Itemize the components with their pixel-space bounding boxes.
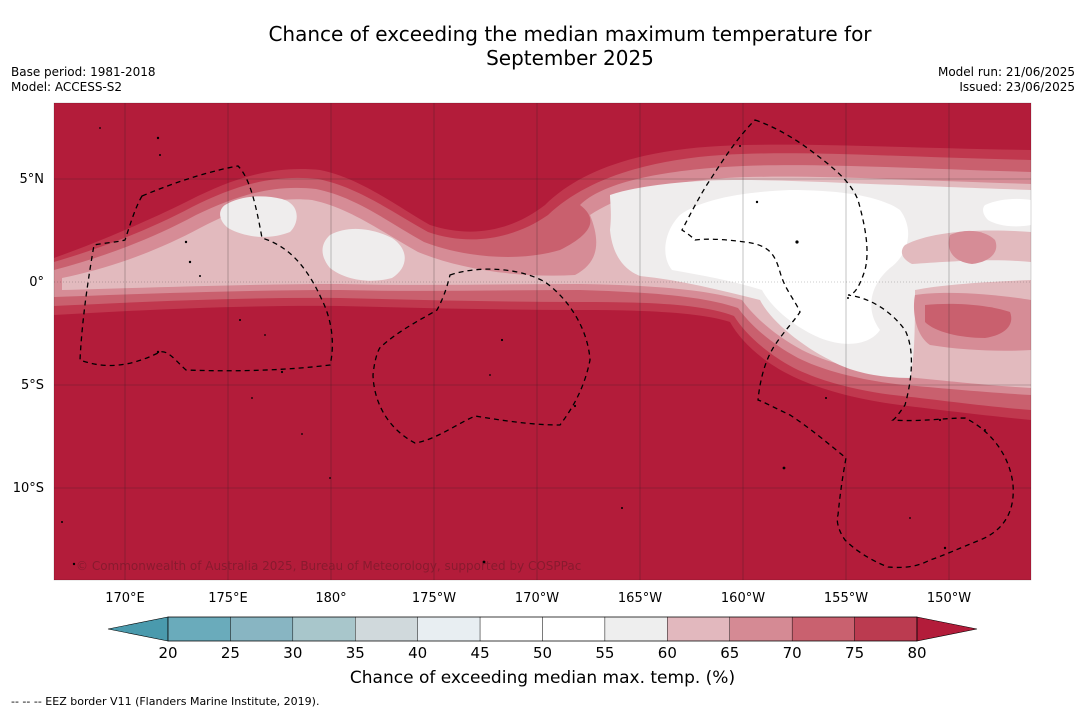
band-50-55	[665, 190, 1031, 344]
lat-label-5n: 5°N	[20, 172, 45, 187]
probability-field: © Commonwealth of Australia 2025, Bureau…	[54, 103, 1031, 580]
colorbar-cell	[292, 616, 356, 642]
graticule	[54, 103, 1031, 580]
meta-right: Model run: 21/06/2025 Issued: 23/06/2025	[938, 65, 1075, 95]
colorbar-tick-label: 55	[595, 644, 614, 662]
colorbar-tick-label: 35	[346, 644, 365, 662]
colorbar-tick-label: 50	[533, 644, 552, 662]
lat-label-0: 0°	[29, 275, 44, 290]
lon-label-155w: 155°W	[824, 591, 868, 606]
islands	[61, 127, 986, 566]
lat-label-10s: 10°S	[13, 481, 44, 496]
longitude-labels: 170°E 175°E 180° 175°W 170°W 165°W 160°W…	[105, 591, 971, 606]
latitude-labels: 5°N 0° 5°S 10°S	[13, 172, 44, 496]
colorbar-tick-label: 80	[907, 644, 926, 662]
colorbar-tick-label: 20	[158, 644, 177, 662]
lon-label-170e: 170°E	[105, 591, 145, 606]
eez-phoenix-line	[681, 119, 1014, 569]
copyright-notice: © Commonwealth of Australia 2025, Bureau…	[76, 559, 581, 573]
lon-label-175w: 175°W	[412, 591, 456, 606]
colorbar-tick-label: 60	[658, 644, 677, 662]
map-frame	[53, 102, 1032, 581]
issued-date: Issued: 23/06/2025	[959, 80, 1075, 94]
title-line-1: Chance of exceeding the median maximum t…	[268, 22, 872, 46]
colorbar-cell	[667, 616, 730, 642]
colorbar-tick-label: 45	[471, 644, 490, 662]
colorbar-ticks: 20 25 30 35 40 45 50 55 60 65 70 75 80	[158, 644, 926, 662]
model-name: Model: ACCESS-S2	[11, 80, 123, 94]
colorbar-cell	[230, 616, 294, 642]
lon-label-170w: 170°W	[515, 591, 559, 606]
colorbar-cell	[417, 616, 481, 642]
lon-label-160w: 160°W	[721, 591, 765, 606]
colorbar-tick-label: 75	[845, 644, 864, 662]
colorbar-tick-label: 65	[720, 644, 739, 662]
colorbar-low-extend	[107, 616, 169, 642]
colorbar-tick-label: 70	[783, 644, 802, 662]
base-period: Base period: 1981-2018	[11, 65, 156, 79]
colorbar-cell	[167, 616, 231, 642]
eez-tokelau-samoa	[372, 268, 591, 444]
colorbar-title: Chance of exceeding median max. temp. (%…	[349, 668, 736, 688]
colorbar-cell	[604, 616, 668, 642]
eez-footnote: -- -- -- EEZ border V11 (Flanders Marine…	[11, 695, 320, 708]
eez-borders	[79, 119, 1014, 569]
colorbar-cell	[729, 616, 793, 642]
lon-label-150w: 150°W	[927, 591, 971, 606]
colorbar-tick-label: 40	[408, 644, 427, 662]
colorbar-frame	[167, 616, 918, 642]
colorbar-tick-label: 30	[283, 644, 302, 662]
colorbar-cell	[479, 616, 543, 642]
lon-label-165w: 165°W	[618, 591, 662, 606]
lat-label-5s: 5°S	[21, 378, 44, 393]
band-65-70-east	[948, 230, 997, 264]
colorbar-tick-label: 25	[221, 644, 240, 662]
colorbar: 20 25 30 35 40 45 50 55 60 65 70 75 80	[107, 616, 978, 662]
title-line-2: September 2025	[486, 46, 654, 70]
map-title: Chance of exceeding the median maximum t…	[200, 22, 940, 70]
colorbar-cells	[167, 616, 918, 642]
colorbar-cell	[542, 616, 606, 642]
lon-label-180: 180°	[315, 591, 346, 606]
colorbar-high-extend	[916, 616, 978, 642]
colorbar-cell	[854, 616, 918, 642]
colorbar-cell	[355, 616, 418, 642]
colorbar-cell	[791, 616, 855, 642]
lon-label-175e: 175°E	[208, 591, 248, 606]
model-run: Model run: 21/06/2025	[937, 65, 1075, 79]
meta-left: Base period: 1981-2018 Model: ACCESS-S2	[11, 65, 156, 95]
band-70-75-southeast	[925, 303, 1012, 338]
